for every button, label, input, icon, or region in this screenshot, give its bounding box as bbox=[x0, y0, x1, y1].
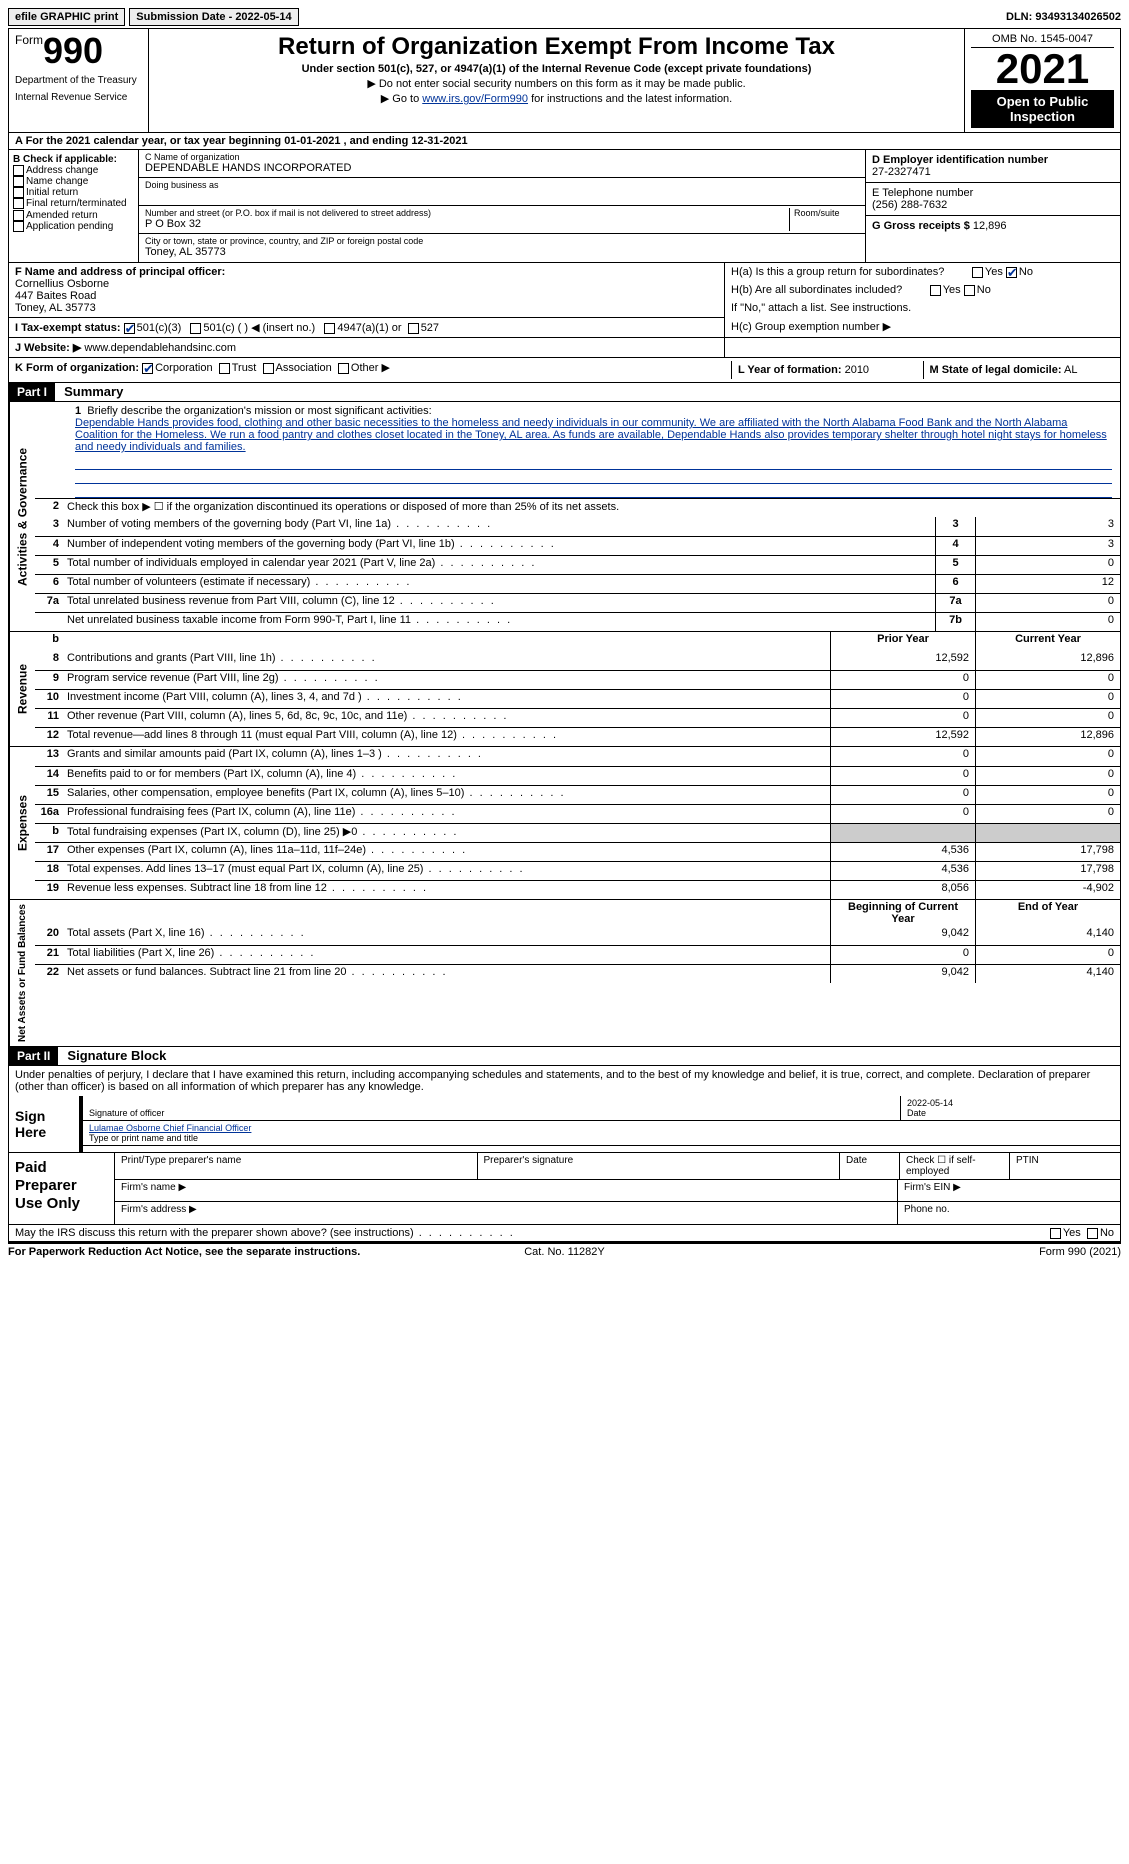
exp-line: 14Benefits paid to or for members (Part … bbox=[35, 766, 1120, 785]
net-line: 20Total assets (Part X, line 16)9,0424,1… bbox=[35, 926, 1120, 945]
cb-name-change[interactable] bbox=[13, 176, 24, 187]
page-footer: For Paperwork Reduction Act Notice, see … bbox=[8, 1242, 1121, 1258]
phone: (256) 288-7632 bbox=[872, 199, 1114, 211]
vlabel-governance: Activities & Governance bbox=[9, 402, 35, 631]
net-line: 21Total liabilities (Part X, line 26)00 bbox=[35, 945, 1120, 964]
tax-year: 2021 bbox=[971, 48, 1114, 90]
cb-ha-yes[interactable] bbox=[972, 267, 983, 278]
rev-line: 9Program service revenue (Part VIII, lin… bbox=[35, 670, 1120, 689]
rev-line: 12Total revenue—add lines 8 through 11 (… bbox=[35, 727, 1120, 746]
officer-name: Cornellius Osborne bbox=[15, 278, 109, 290]
cb-hb-no[interactable] bbox=[964, 285, 975, 296]
paid-preparer-label: Paid Preparer Use Only bbox=[9, 1153, 114, 1224]
sig-date: 2022-05-14 bbox=[907, 1098, 953, 1108]
cat-no: Cat. No. 11282Y bbox=[379, 1246, 750, 1258]
cb-address-change[interactable] bbox=[13, 165, 24, 176]
cb-app-pending[interactable] bbox=[13, 221, 24, 232]
vlabel-expenses: Expenses bbox=[9, 747, 35, 899]
vlabel-net: Net Assets or Fund Balances bbox=[9, 900, 35, 1046]
cb-final-return[interactable] bbox=[13, 198, 24, 209]
top-bar: efile GRAPHIC print Submission Date - 20… bbox=[8, 8, 1121, 26]
gov-line: 5Total number of individuals employed in… bbox=[35, 555, 1120, 574]
officer-addr1: 447 Baites Road bbox=[15, 290, 96, 302]
section-revenue: Revenue bPrior YearCurrent Year 8Contrib… bbox=[8, 632, 1121, 747]
gov-line: Net unrelated business taxable income fr… bbox=[35, 612, 1120, 631]
part-ii-title: Signature Block bbox=[61, 1046, 172, 1065]
form-subtitle: Under section 501(c), 527, or 4947(a)(1)… bbox=[155, 63, 958, 75]
form-word: Form bbox=[15, 33, 43, 47]
b-label: B Check if applicable: bbox=[13, 154, 134, 165]
cb-hb-yes[interactable] bbox=[930, 285, 941, 296]
gross-receipts: 12,896 bbox=[973, 220, 1007, 232]
exp-line: 18Total expenses. Add lines 13–17 (must … bbox=[35, 861, 1120, 880]
part-i-title: Summary bbox=[58, 382, 129, 401]
exp-line: 13Grants and similar amounts paid (Part … bbox=[35, 747, 1120, 766]
gov-line: 7aTotal unrelated business revenue from … bbox=[35, 593, 1120, 612]
officer-addr2: Toney, AL 35773 bbox=[15, 302, 96, 314]
rev-line: 11Other revenue (Part VIII, column (A), … bbox=[35, 708, 1120, 727]
discuss-row: May the IRS discuss this return with the… bbox=[8, 1225, 1121, 1242]
cb-discuss-no[interactable] bbox=[1087, 1228, 1098, 1239]
cb-other[interactable] bbox=[338, 363, 349, 374]
part-i-header: Part I bbox=[9, 383, 55, 401]
rev-line: 8Contributions and grants (Part VIII, li… bbox=[35, 651, 1120, 670]
city: Toney, AL 35773 bbox=[145, 246, 859, 258]
dln-text: DLN: 93493134026502 bbox=[1006, 11, 1121, 23]
officer-signed-name[interactable]: Lulamae Osborne Chief Financial Officer bbox=[89, 1123, 251, 1133]
mission-text: Dependable Hands provides food, clothing… bbox=[75, 417, 1107, 453]
cb-501c[interactable] bbox=[190, 323, 201, 334]
form-number: 990 bbox=[43, 30, 103, 71]
section-net-assets: Net Assets or Fund Balances Beginning of… bbox=[8, 900, 1121, 1047]
fh-block: F Name and address of principal officer:… bbox=[8, 263, 1121, 338]
cb-corp[interactable] bbox=[142, 363, 153, 374]
period-row: A For the 2021 calendar year, or tax yea… bbox=[8, 133, 1121, 150]
exp-line: 15Salaries, other compensation, employee… bbox=[35, 785, 1120, 804]
submission-date-button[interactable]: Submission Date - 2022-05-14 bbox=[129, 8, 298, 26]
exp-line: bTotal fundraising expenses (Part IX, co… bbox=[35, 823, 1120, 842]
cb-4947[interactable] bbox=[324, 323, 335, 334]
exp-line: 17Other expenses (Part IX, column (A), l… bbox=[35, 842, 1120, 861]
cb-discuss-yes[interactable] bbox=[1050, 1228, 1061, 1239]
cb-initial-return[interactable] bbox=[13, 187, 24, 198]
cb-527[interactable] bbox=[408, 323, 419, 334]
form-ref: Form 990 (2021) bbox=[750, 1246, 1121, 1258]
form-title: Return of Organization Exempt From Incom… bbox=[155, 33, 958, 61]
signature-block: Under penalties of perjury, I declare th… bbox=[8, 1066, 1121, 1225]
ssn-note: ▶ Do not enter social security numbers o… bbox=[155, 77, 958, 90]
section-expenses: Expenses 13Grants and similar amounts pa… bbox=[8, 747, 1121, 900]
gov-line: 4Number of independent voting members of… bbox=[35, 536, 1120, 555]
rev-line: 10Investment income (Part VIII, column (… bbox=[35, 689, 1120, 708]
cb-ha-no[interactable] bbox=[1006, 267, 1017, 278]
cb-501c3[interactable] bbox=[124, 323, 135, 334]
entity-block: B Check if applicable: Address change Na… bbox=[8, 150, 1121, 263]
net-line: 22Net assets or fund balances. Subtract … bbox=[35, 964, 1120, 983]
irs-label: Internal Revenue Service bbox=[15, 92, 142, 103]
part-ii-header: Part II bbox=[9, 1047, 58, 1065]
org-name: DEPENDABLE HANDS INCORPORATED bbox=[145, 162, 859, 174]
gov-line: 3Number of voting members of the governi… bbox=[35, 517, 1120, 536]
cb-amended[interactable] bbox=[13, 210, 24, 221]
cb-assoc[interactable] bbox=[263, 363, 274, 374]
gov-line: 6Total number of volunteers (estimate if… bbox=[35, 574, 1120, 593]
paperwork-notice: For Paperwork Reduction Act Notice, see … bbox=[8, 1246, 379, 1258]
form-header: Form990 Department of the Treasury Inter… bbox=[8, 28, 1121, 133]
goto-note: ▶ Go to www.irs.gov/Form990 for instruct… bbox=[155, 92, 958, 105]
perjury-declaration: Under penalties of perjury, I declare th… bbox=[9, 1066, 1120, 1096]
section-governance: Activities & Governance 1 Briefly descri… bbox=[8, 402, 1121, 632]
year-formation: 2010 bbox=[845, 364, 869, 376]
efile-button[interactable]: efile GRAPHIC print bbox=[8, 8, 125, 26]
open-to-public: Open to Public Inspection bbox=[971, 90, 1114, 128]
state-domicile: AL bbox=[1064, 364, 1077, 376]
street: P O Box 32 bbox=[145, 218, 789, 230]
dept-treasury: Department of the Treasury bbox=[15, 75, 142, 86]
exp-line: 19Revenue less expenses. Subtract line 1… bbox=[35, 880, 1120, 899]
cb-trust[interactable] bbox=[219, 363, 230, 374]
vlabel-revenue: Revenue bbox=[9, 632, 35, 746]
sign-here-label: Sign Here bbox=[9, 1096, 79, 1152]
exp-line: 16aProfessional fundraising fees (Part I… bbox=[35, 804, 1120, 823]
website: www.dependablehandsinc.com bbox=[84, 342, 236, 354]
ein: 27-2327471 bbox=[872, 166, 1114, 178]
form990-link[interactable]: www.irs.gov/Form990 bbox=[422, 93, 528, 105]
